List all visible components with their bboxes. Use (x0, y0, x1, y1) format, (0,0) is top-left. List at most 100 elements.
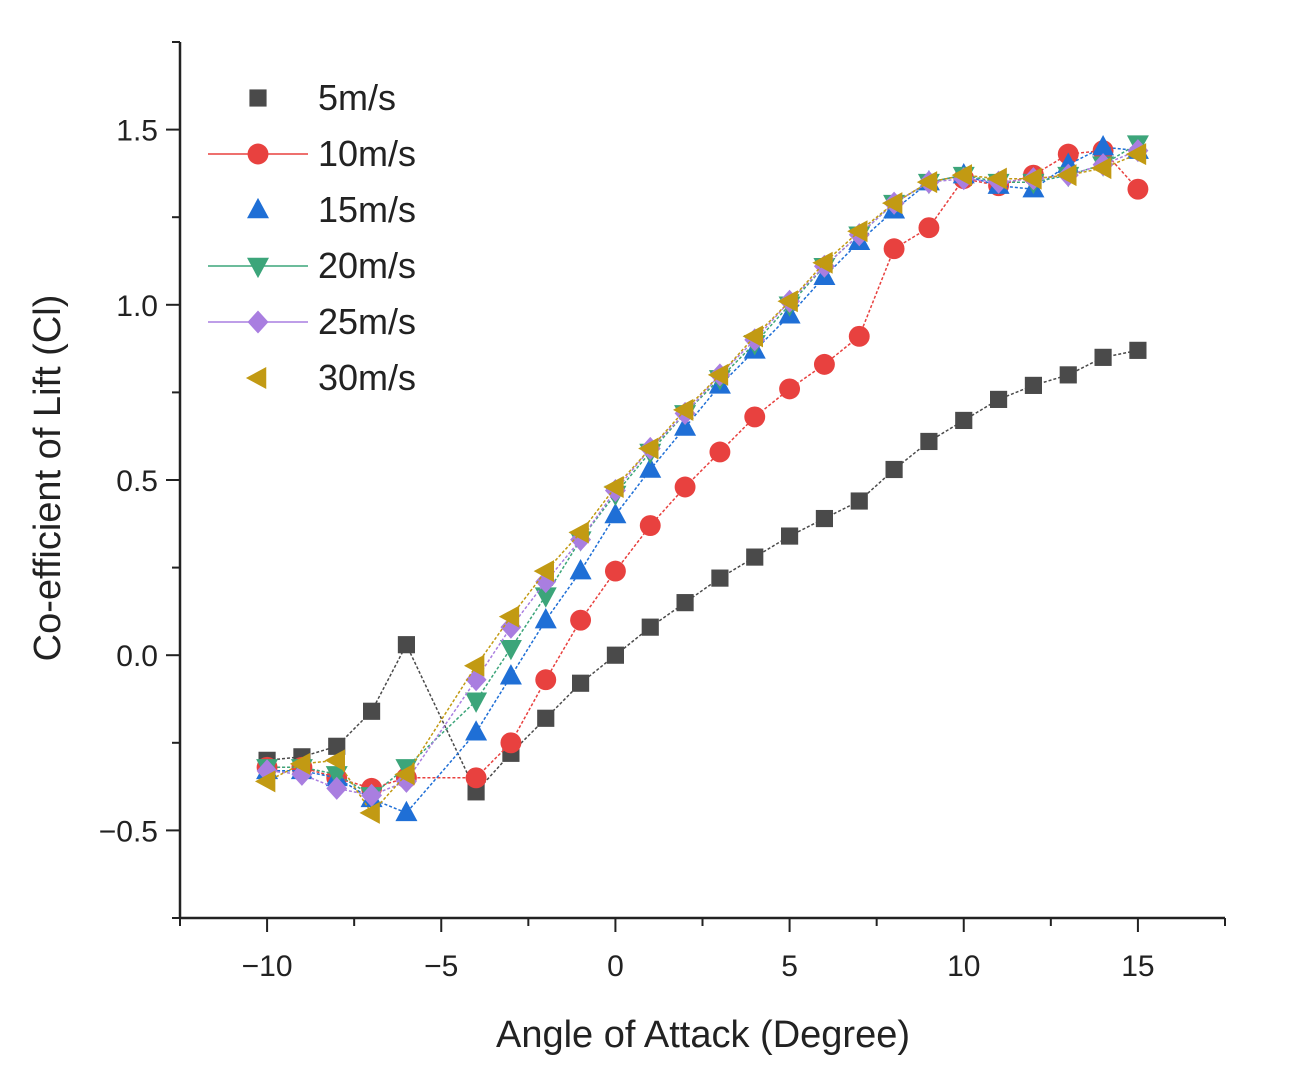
series-layer (254, 135, 1149, 824)
legend-item: 20m/s (208, 245, 416, 286)
x-tick-label: 5 (781, 950, 798, 983)
data-point (604, 560, 626, 582)
data-point (395, 769, 417, 793)
data-point (463, 654, 485, 677)
data-point (779, 378, 801, 400)
data-point (289, 752, 311, 775)
data-point (500, 732, 522, 754)
legend-item: 25m/s (208, 301, 416, 342)
legend-marker (247, 257, 269, 279)
data-point (569, 559, 592, 580)
data-point (535, 669, 557, 691)
data-point (885, 460, 903, 479)
data-point (1092, 135, 1115, 156)
legend-marker (247, 310, 269, 334)
legend-item: 15m/s (247, 189, 416, 230)
x-tick-label: 15 (1121, 950, 1154, 983)
data-point (534, 608, 557, 629)
data-point (850, 492, 868, 510)
series-line (267, 349, 1139, 794)
data-point (955, 411, 973, 430)
legend-item: 10m/s (208, 133, 416, 174)
data-point (674, 476, 696, 498)
data-point (537, 709, 555, 727)
data-point (394, 763, 415, 786)
data-point (918, 217, 940, 239)
data-point (881, 192, 903, 215)
data-point (916, 171, 938, 194)
data-point (361, 783, 383, 807)
legend-label: 5m/s (318, 77, 396, 118)
series-30ms (254, 143, 1147, 824)
data-point (920, 432, 938, 451)
x-axis-title: Angle of Attack (Degree) (496, 1014, 910, 1056)
y-tick-label: −0.5 (99, 815, 158, 848)
data-point (777, 290, 798, 313)
data-point (990, 390, 1008, 408)
data-point (1056, 164, 1077, 187)
series-5ms (258, 341, 1147, 801)
y-tick-label: 1.5 (116, 115, 158, 148)
data-point (570, 528, 592, 552)
data-point (746, 548, 764, 566)
legend-marker (245, 367, 267, 389)
x-tick-label: −10 (242, 950, 293, 983)
data-point (813, 353, 835, 375)
data-point (1021, 167, 1042, 190)
legend-item: 5m/s (249, 77, 396, 118)
data-point (742, 325, 763, 348)
series-25ms (256, 139, 1149, 807)
data-point (326, 776, 348, 800)
data-point (325, 766, 348, 787)
data-point (499, 664, 522, 685)
legend-label: 10m/s (318, 133, 416, 174)
legend-label: 25m/s (318, 301, 416, 342)
data-point (815, 509, 833, 528)
data-point (604, 502, 627, 524)
data-point (1059, 366, 1077, 384)
data-point (847, 220, 868, 243)
data-point (465, 720, 488, 741)
legend-item: 30m/s (245, 357, 416, 398)
data-point (641, 618, 659, 636)
x-tick-label: 0 (607, 950, 624, 983)
data-point (951, 164, 972, 187)
x-tick-label: −5 (424, 950, 458, 983)
data-point (744, 406, 766, 428)
data-point (709, 441, 731, 463)
y-tick-label: 0.5 (116, 465, 158, 498)
data-point (638, 437, 659, 460)
data-point (324, 749, 345, 772)
legend-label: 30m/s (318, 357, 416, 398)
y-axis-title: Co-efficient of Lift (Cl) (27, 295, 69, 662)
data-point (848, 325, 870, 347)
data-point (606, 646, 624, 664)
data-point (676, 594, 694, 612)
data-point (533, 560, 554, 583)
data-point (707, 363, 729, 386)
axes: −10 −5 0 5 10 15 −0.5 0.0 0.5 1.0 1.5 (99, 41, 1226, 983)
data-point (1125, 143, 1147, 166)
x-tick-label: 10 (947, 950, 980, 983)
data-point (639, 457, 662, 478)
series-15ms (256, 135, 1149, 822)
data-point (395, 800, 418, 822)
legend-label: 20m/s (318, 245, 416, 286)
data-point (570, 609, 592, 631)
legend: 5m/s 10m/s 15m/s 20m/s 25m/s 30m/s (208, 77, 416, 398)
series-20ms (256, 135, 1149, 808)
series-line (267, 142, 1139, 797)
data-point (465, 692, 488, 713)
legend-marker (249, 89, 267, 107)
data-point (639, 515, 661, 537)
legend-label: 15m/s (318, 189, 416, 230)
data-point (812, 251, 833, 274)
data-point (986, 167, 1007, 190)
data-point (534, 587, 557, 608)
data-point (1090, 157, 1112, 180)
data-point (328, 737, 346, 755)
data-point (500, 615, 522, 639)
data-point (1129, 341, 1147, 359)
data-point (363, 702, 381, 720)
